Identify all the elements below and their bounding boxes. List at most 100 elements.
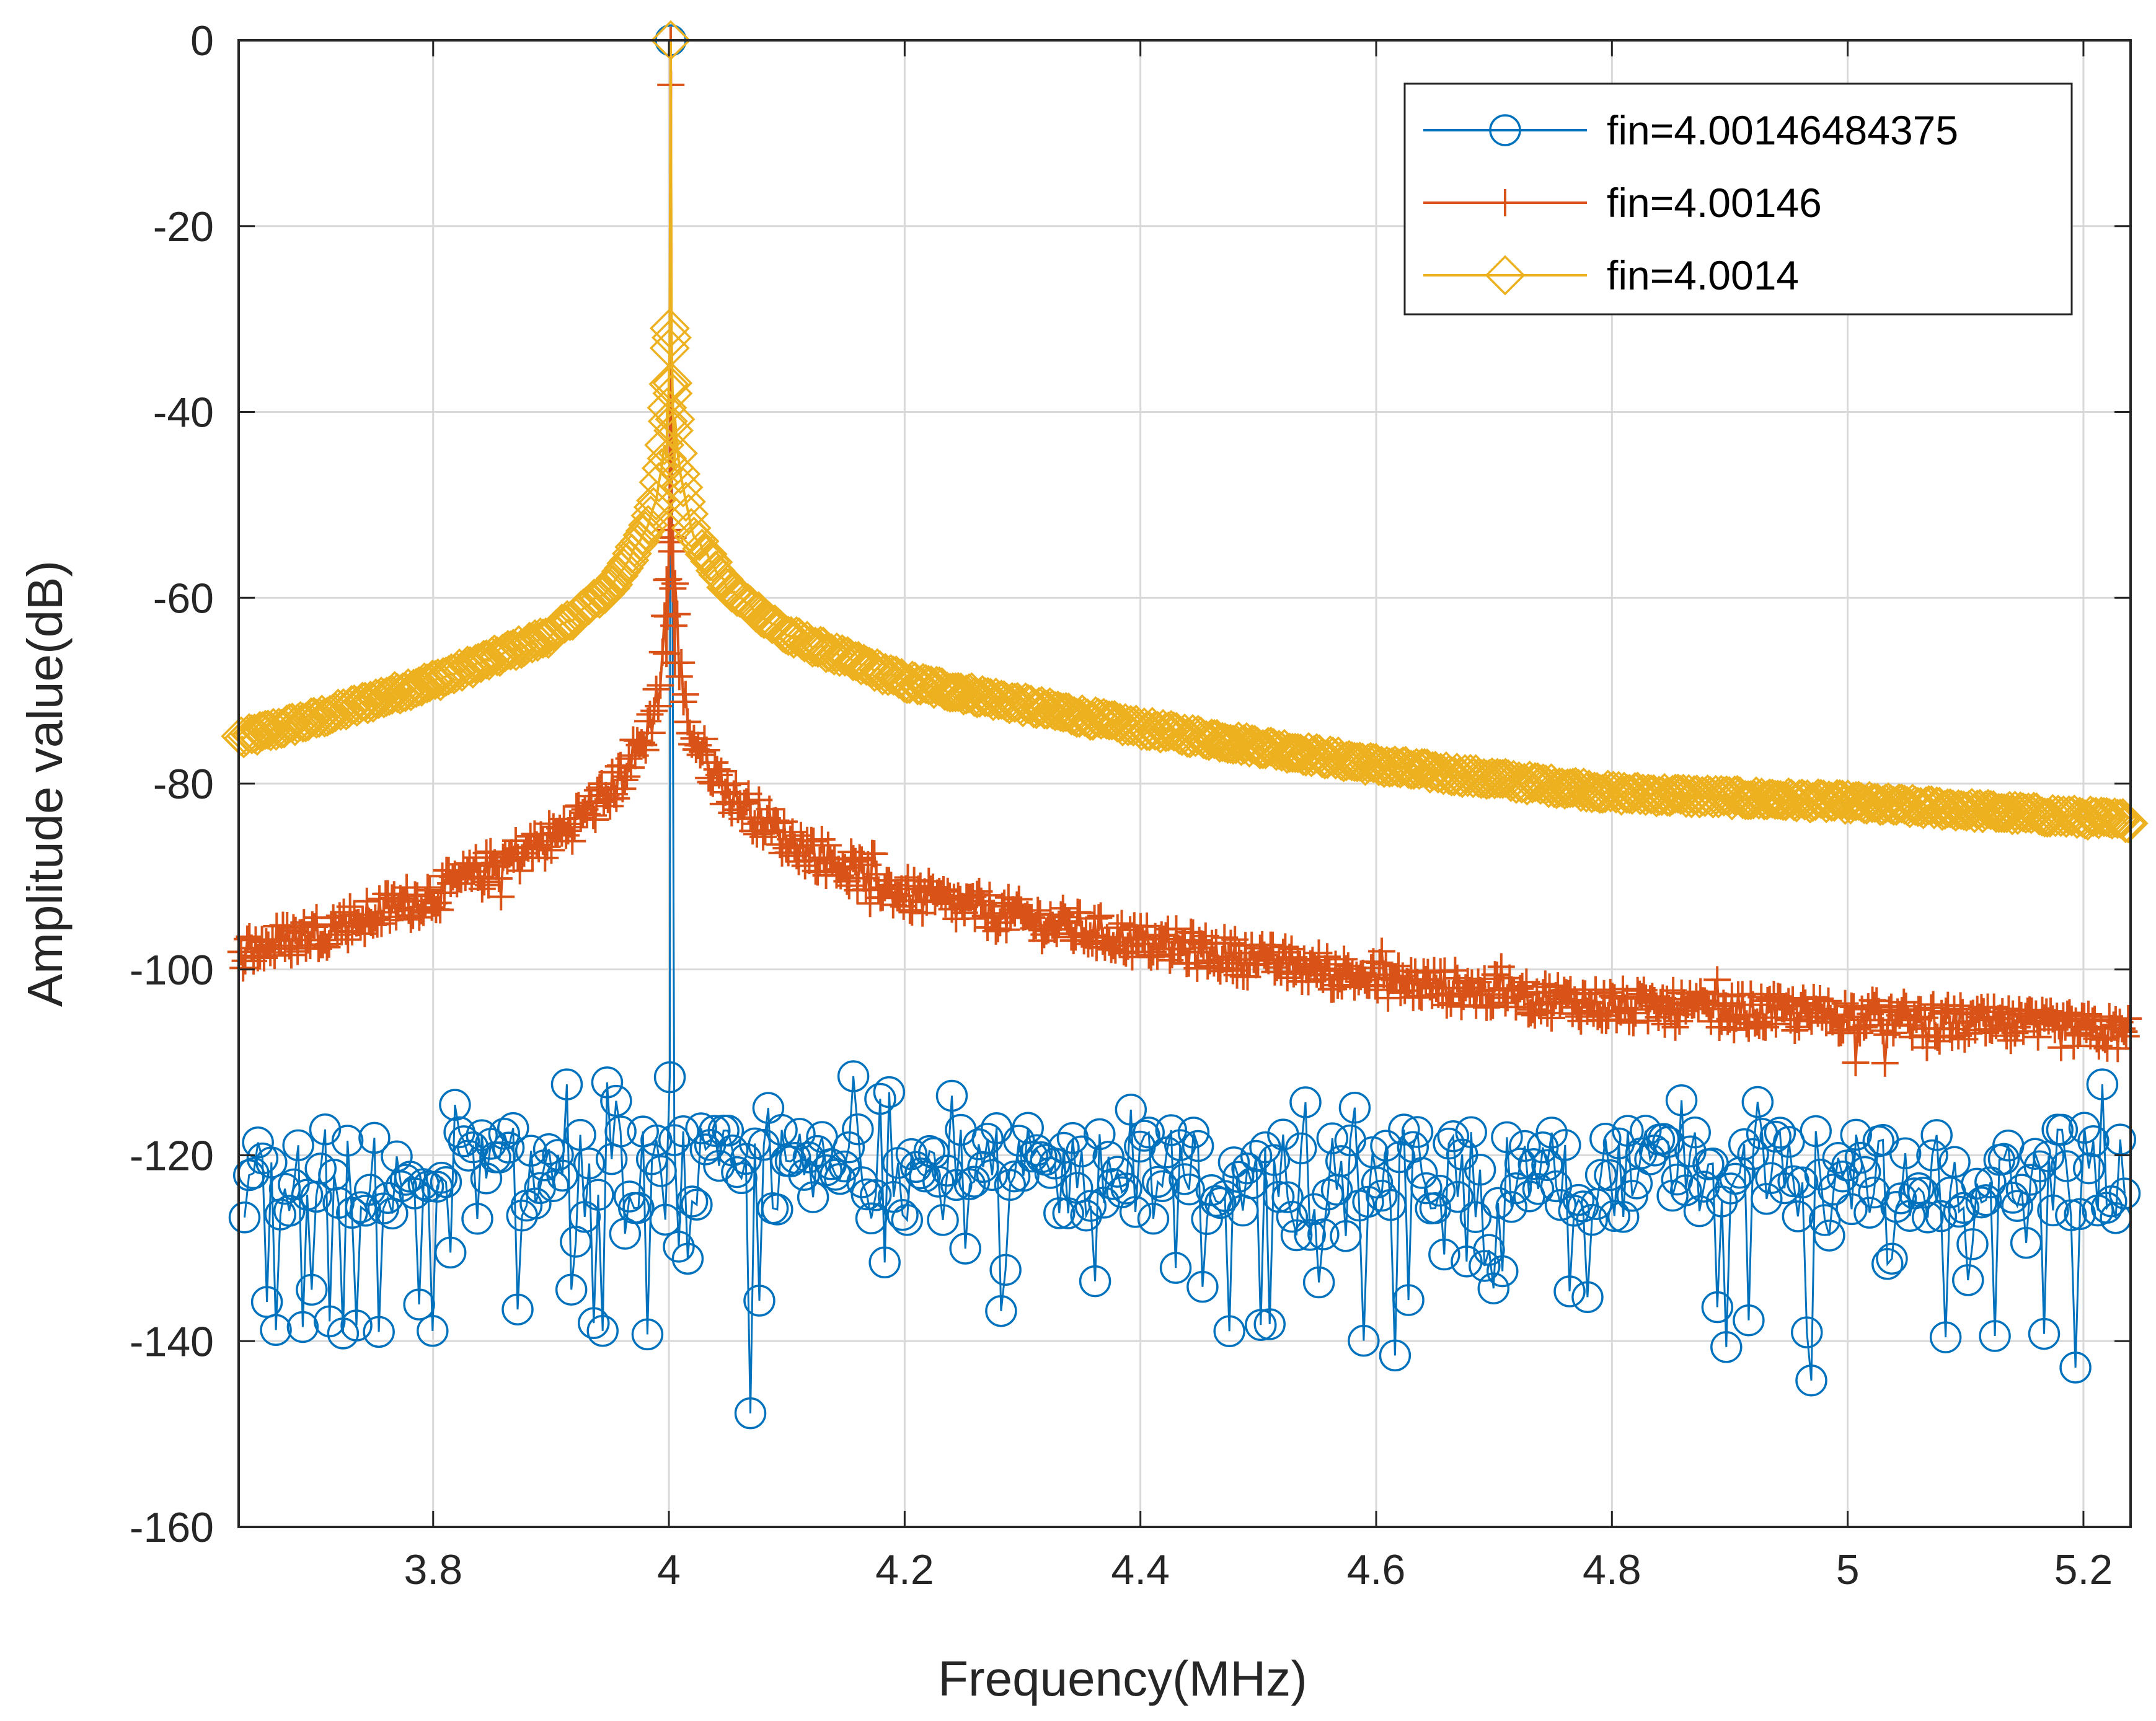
data-point-circle: [859, 1179, 892, 1211]
data-point-circle: [913, 1135, 946, 1167]
data-point-circle: [886, 1198, 919, 1231]
data-point-plus: [707, 757, 735, 785]
data-point-diamond: [647, 438, 687, 479]
data-point-plus: [663, 600, 691, 628]
data-point-circle: [653, 1061, 686, 1094]
legend-entry-1: fin=4.00146: [1423, 180, 1822, 226]
data-point-plus: [658, 538, 686, 565]
data-point-circle: [797, 1181, 829, 1213]
data-point-circle: [833, 1131, 865, 1164]
data-point-circle: [591, 1066, 624, 1099]
data-point-circle: [1733, 1304, 1765, 1337]
data-point-plus: [1087, 902, 1115, 930]
data-point-circle: [228, 1201, 261, 1234]
data-point-plus: [1852, 1011, 1880, 1039]
data-point-plus: [617, 754, 645, 782]
data-point-circle: [2010, 1227, 2043, 1259]
data-point-circle: [949, 1232, 981, 1265]
data-point-circle: [1504, 1148, 1537, 1180]
data-point-diamond: [992, 682, 1033, 722]
data-point-plus: [1720, 1015, 1748, 1043]
data-point-circle: [1719, 1162, 1751, 1195]
legend-box: [1403, 82, 2073, 316]
data-point-circle: [1271, 1181, 1304, 1213]
data-point-plus: [1139, 938, 1167, 966]
data-point-plus: [2060, 1032, 2088, 1060]
data-point-plus: [1661, 1013, 1689, 1041]
data-point-plus: [588, 770, 616, 798]
data-point-diamond: [1674, 775, 1715, 816]
data-point-plus: [791, 852, 819, 880]
y-axis-label: Amplitude value(dB): [17, 560, 73, 1007]
data-point-diamond: [2083, 797, 2124, 838]
data-point-circle: [1741, 1086, 1774, 1118]
data-point-circle: [1576, 1203, 1608, 1236]
legend-marker-1: [1491, 189, 1519, 216]
data-point-circle: [1822, 1141, 1855, 1174]
data-point-diamond: [1655, 773, 1696, 814]
data-point-plus: [1972, 1019, 2000, 1046]
data-point-circle: [738, 1127, 771, 1160]
data-point-diamond: [625, 510, 666, 551]
data-point-plus: [1024, 896, 1052, 924]
data-point-circle: [828, 1150, 860, 1183]
data-point-plus: [1372, 950, 1400, 978]
data-point-plus: [581, 806, 609, 833]
data-point-circle: [1285, 1132, 1317, 1165]
data-point-diamond: [1242, 728, 1283, 769]
data-point-circle: [555, 1273, 588, 1306]
data-point-circle: [1647, 1123, 1680, 1155]
data-point-circle: [1155, 1114, 1188, 1146]
data-point-diamond: [800, 626, 841, 666]
data-point-circle: [1316, 1122, 1349, 1154]
data-point-diamond: [593, 564, 634, 605]
y-tick-label: -40: [153, 389, 214, 436]
data-point-plus: [1599, 982, 1627, 1010]
data-point-circle: [2064, 1198, 2096, 1231]
data-point-diamond: [644, 425, 685, 466]
data-point-circle: [1186, 1270, 1219, 1303]
data-point-diamond: [1146, 712, 1186, 753]
data-point-circle: [1531, 1149, 1563, 1182]
data-point-plus: [841, 847, 869, 875]
data-point-plus: [1850, 1013, 1878, 1041]
data-point-plus: [665, 663, 693, 691]
data-point-circle: [681, 1188, 713, 1221]
data-point-plus: [2047, 1033, 2075, 1061]
data-point-circle: [2023, 1150, 2056, 1183]
data-point-circle: [273, 1195, 306, 1227]
data-point-circle: [1495, 1191, 1527, 1223]
data-point-circle: [296, 1273, 328, 1306]
y-tick-label: -100: [130, 947, 214, 994]
data-point-plus: [1085, 904, 1113, 932]
data-point-circle: [1589, 1122, 1622, 1155]
data-point-circle: [1997, 1182, 2029, 1214]
data-point-diamond: [1278, 733, 1319, 774]
data-point-circle: [1969, 1184, 2002, 1216]
data-point-circle: [658, 1124, 691, 1156]
data-point-circle: [2046, 1113, 2079, 1146]
data-point-circle: [1956, 1228, 1989, 1260]
data-point-diamond: [1334, 741, 1375, 782]
legend-label-0: fin=4.00146484375: [1607, 107, 1958, 153]
data-point-circle: [1902, 1172, 1935, 1205]
data-point-circle: [336, 1197, 368, 1229]
data-point-circle: [1016, 1140, 1049, 1173]
data-point-circle: [1437, 1120, 1470, 1152]
data-point-diamond: [1154, 711, 1195, 752]
data-point-plus: [1617, 996, 1645, 1024]
data-point-circle: [891, 1204, 924, 1236]
data-point-diamond: [1749, 778, 1790, 819]
data-point-circle: [663, 1231, 695, 1263]
data-point-circle: [1840, 1118, 1872, 1151]
data-point-diamond: [1407, 748, 1447, 789]
data-point-circle: [2037, 1194, 2069, 1227]
data-point-circle: [439, 1089, 471, 1121]
data-point-plus: [1475, 981, 1503, 1009]
data-point-plus: [909, 899, 937, 927]
data-point-circle: [1240, 1139, 1273, 1172]
data-point-diamond: [1547, 768, 1588, 809]
data-point-circle: [1491, 1121, 1523, 1154]
data-point-plus: [688, 738, 716, 766]
data-point-diamond: [671, 508, 712, 549]
